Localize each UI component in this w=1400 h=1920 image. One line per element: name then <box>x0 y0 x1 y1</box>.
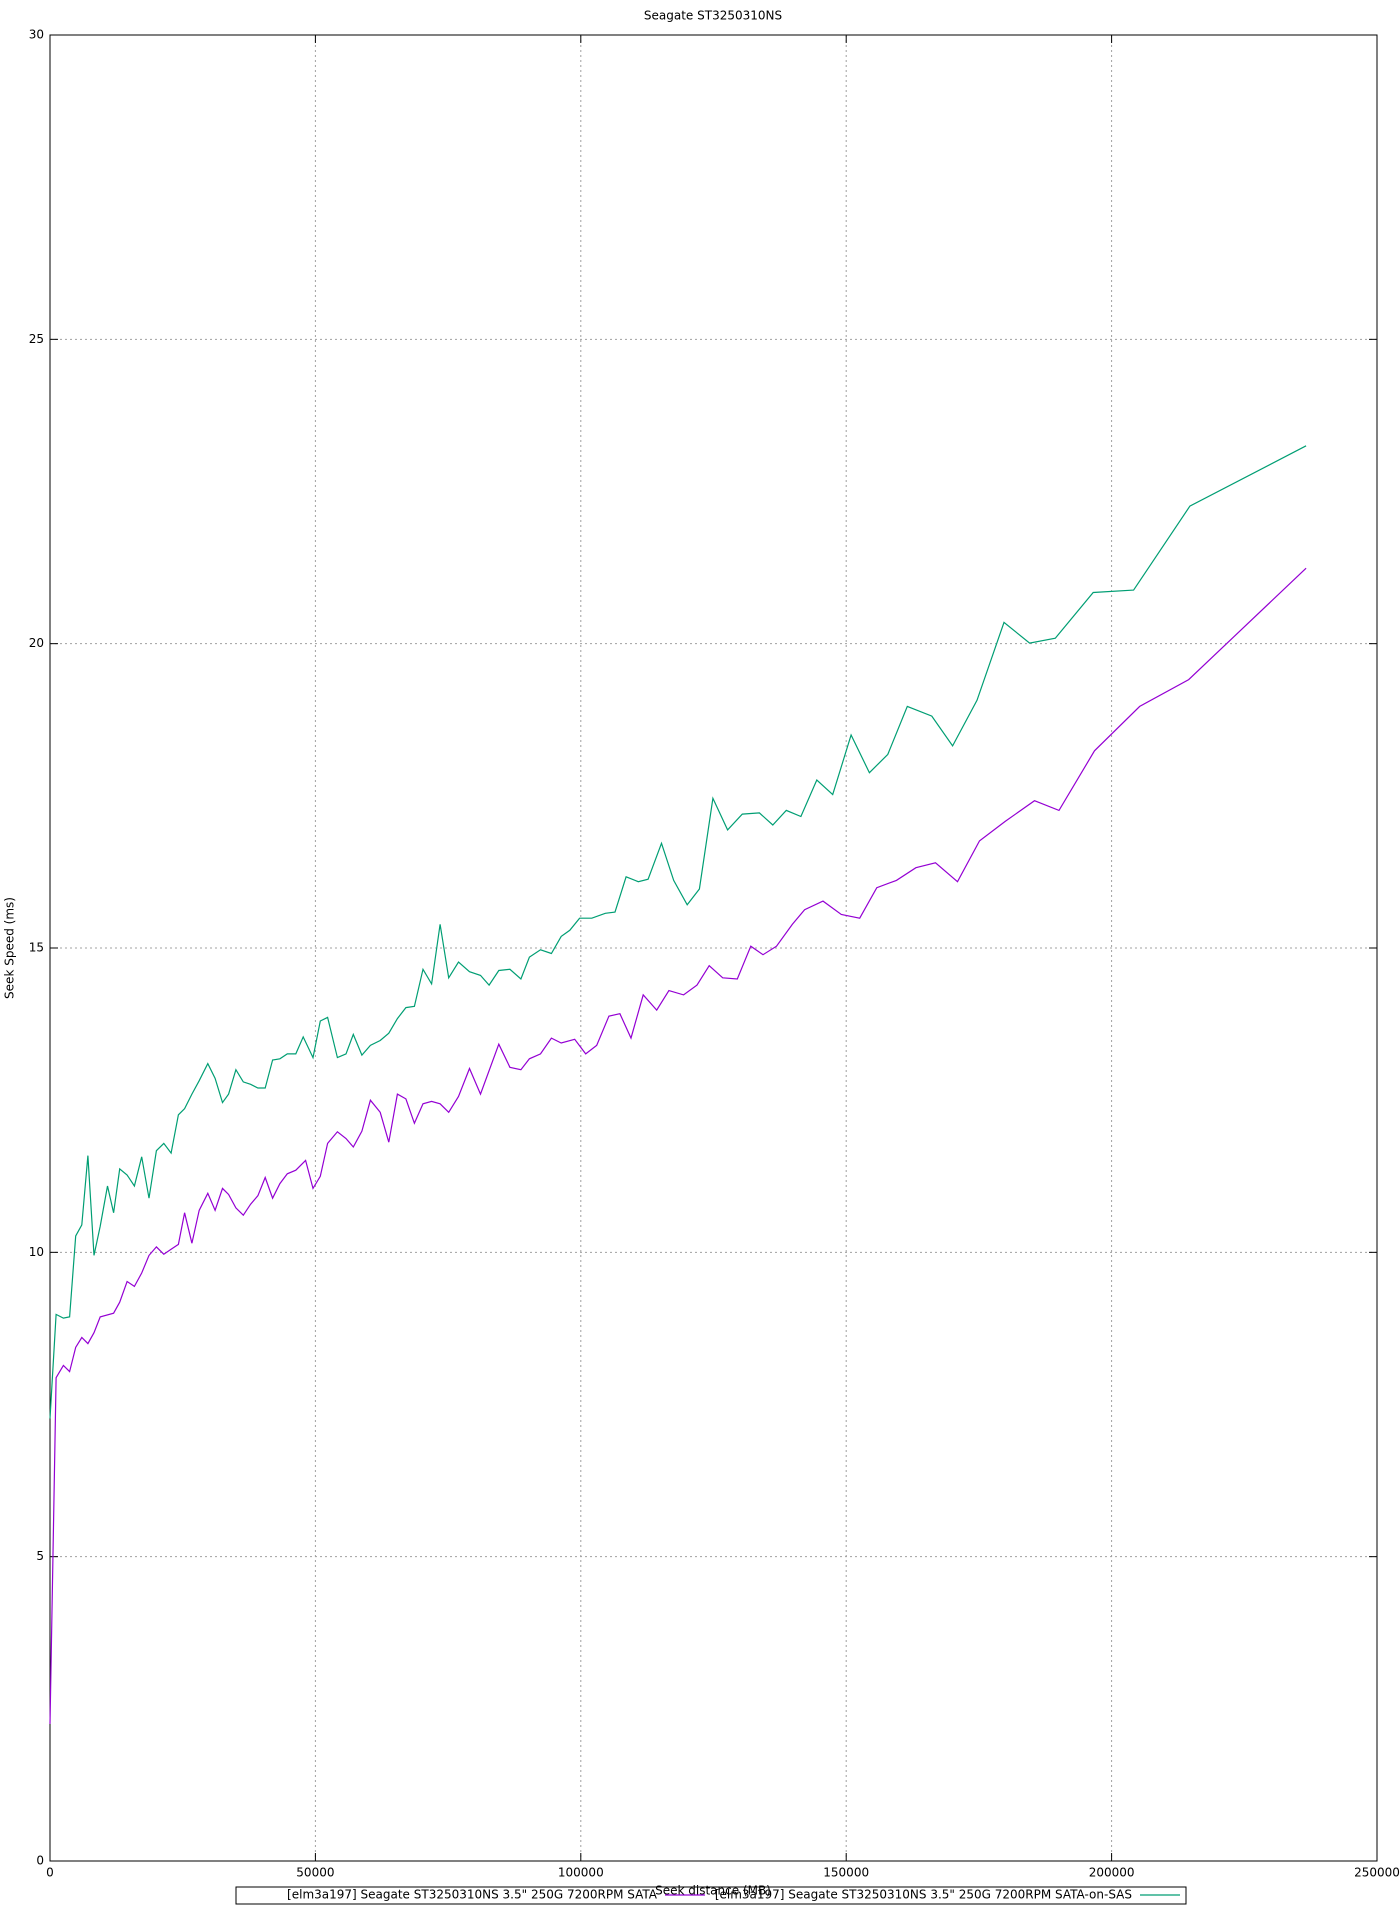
y-tick-label: 25 <box>29 332 44 346</box>
y-tick-label: 20 <box>29 636 44 650</box>
y-axis-label: Seek Speed (ms) <box>3 897 17 999</box>
y-tick-label: 10 <box>29 1245 44 1259</box>
x-tick-label: 200000 <box>1089 1866 1135 1880</box>
x-tick-label: 0 <box>46 1866 54 1880</box>
y-tick-label: 5 <box>36 1549 44 1563</box>
legend-label: [elm3a197] Seagate ST3250310NS 3.5" 250G… <box>287 1888 658 1902</box>
series-line <box>49 567 1307 1725</box>
plot-frame <box>49 34 1378 1862</box>
series-line <box>49 445 1307 1419</box>
x-tick-label: 250000 <box>1354 1866 1400 1880</box>
chart-title: Seagate ST3250310NS <box>644 9 782 23</box>
x-tick-label: 100000 <box>558 1866 604 1880</box>
x-tick-label: 150000 <box>823 1866 869 1880</box>
x-tick-label: 50000 <box>296 1866 334 1880</box>
y-tick-label: 15 <box>29 941 44 955</box>
legend-label: [elm3a197] Seagate ST3250310NS 3.5" 250G… <box>715 1888 1132 1902</box>
y-tick-label: 0 <box>36 1854 44 1868</box>
legend-box <box>235 1886 1187 1905</box>
y-tick-label: 30 <box>29 28 44 42</box>
